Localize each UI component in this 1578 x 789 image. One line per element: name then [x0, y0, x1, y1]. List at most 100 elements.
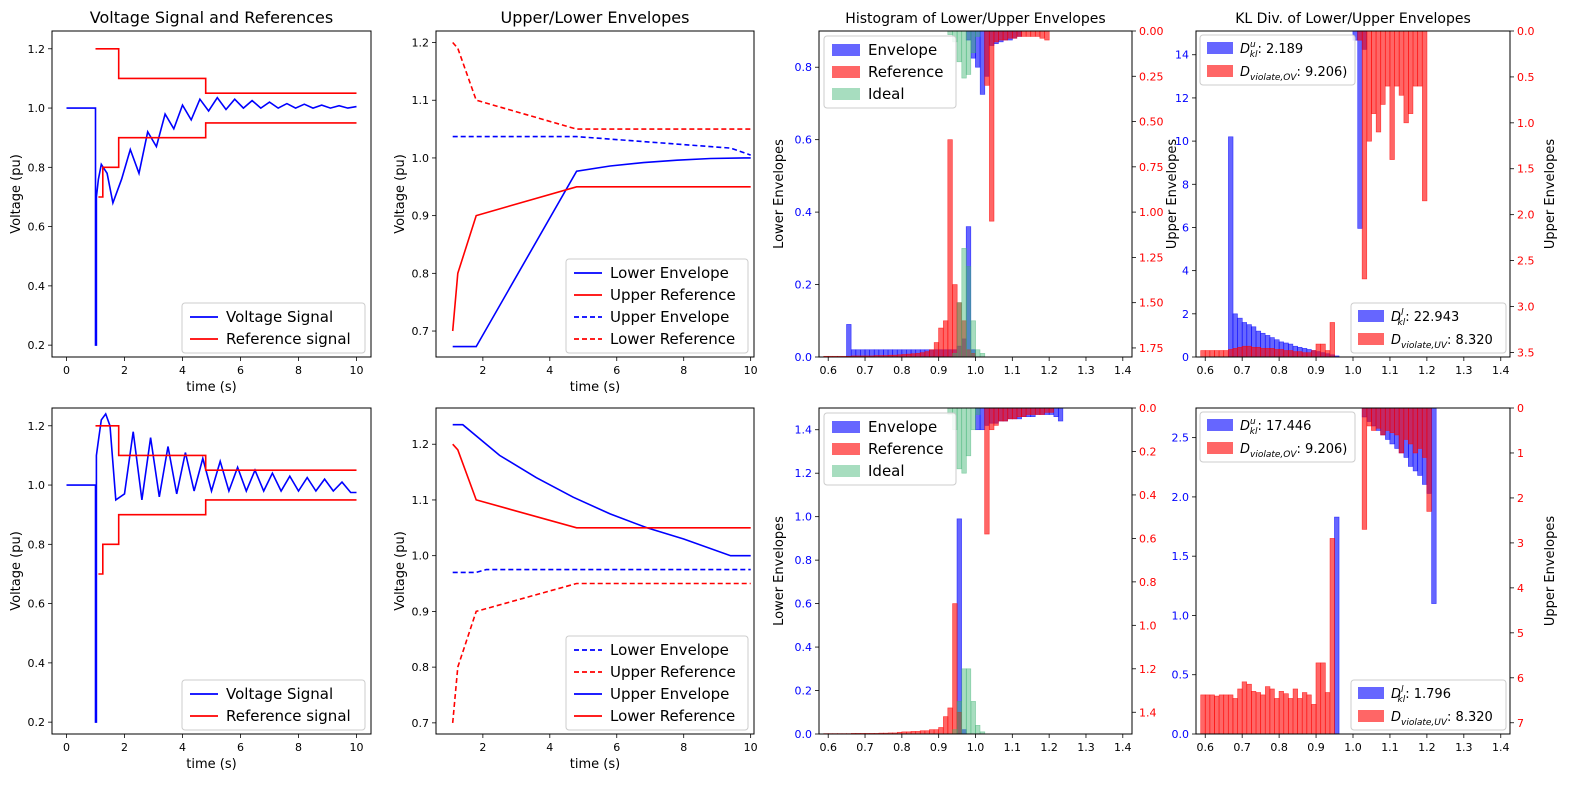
legend-swatch — [1207, 42, 1233, 54]
x-tick-label: 8 — [295, 741, 302, 754]
bar-upper-reference — [1025, 408, 1032, 415]
y-tick-label: 0 — [1182, 351, 1189, 364]
legend-swatch — [832, 88, 860, 100]
y-tick-label: 1.1 — [412, 94, 430, 107]
x-tick-label: 1.3 — [1077, 741, 1095, 754]
x-tick-label: 1.4 — [1492, 741, 1510, 754]
bar-lower-reference — [1246, 345, 1252, 357]
bar-upper-envelope — [979, 408, 986, 431]
series-line-3 — [452, 41, 751, 130]
bar-upper-reference — [1417, 408, 1423, 449]
bar-upper-reference — [1408, 408, 1414, 445]
bar-lower-reference — [1209, 694, 1215, 734]
y-right-tick-label: 3.5 — [1517, 346, 1535, 359]
bar-upper-reference — [1016, 31, 1022, 37]
bar-upper-envelope — [1053, 408, 1059, 417]
legend-label: Lower Reference — [610, 330, 735, 348]
bar-upper-reference — [1385, 408, 1391, 431]
series-line-2 — [452, 423, 751, 557]
bar-lower-reference — [1232, 348, 1238, 357]
bar-upper-ideal — [970, 31, 976, 54]
bar-lower-reference — [1287, 350, 1294, 357]
x-tick-label: 1.1 — [1004, 741, 1022, 754]
bar-upper-reference — [989, 31, 995, 222]
y-right-axis-label: Upper Envelopes — [1165, 139, 1180, 249]
y-tick-label: 0.6 — [795, 598, 813, 611]
bar-upper-reference — [998, 31, 1004, 41]
bar-upper-reference — [1422, 408, 1428, 458]
legend-superscript: l — [1401, 685, 1404, 695]
y-right-tick-label: 1.0 — [1139, 619, 1157, 632]
y-tick-label: 8 — [1182, 178, 1189, 191]
x-tick-label: 0.9 — [1307, 741, 1325, 754]
y-tick-label: 1.1 — [412, 494, 430, 507]
y-right-tick-label: 0.5 — [1517, 71, 1535, 84]
legend-box — [1350, 679, 1507, 731]
legend-symbol: D — [1391, 310, 1401, 325]
bar-lower-reference — [933, 342, 940, 357]
legend-symbol: D — [1240, 65, 1250, 80]
x-tick-label: 4 — [546, 741, 553, 754]
bar-lower-reference — [952, 603, 958, 734]
bar-upper-reference — [1002, 31, 1008, 41]
y-right-tick-label: 2.0 — [1517, 209, 1535, 222]
legend-superscript: u — [1250, 40, 1256, 50]
bar-upper-reference — [993, 408, 999, 426]
bar-lower-reference — [1204, 694, 1211, 734]
axes-frame — [435, 407, 755, 735]
y-right-tick-label: 0.8 — [1139, 576, 1157, 589]
panel-p1: 0 2 4 6 8 10 0.2 0.4 0.6 0.8 1.0 1.2 Voltage Signal … — [9, 8, 372, 395]
bar-lower-reference — [1265, 348, 1271, 357]
series-line-0 — [66, 412, 357, 723]
legend-label: Dviolate,OV: 9.206) — [1240, 65, 1347, 83]
bar-lower-ideal — [975, 725, 981, 734]
y-axis-label: Lower Envelopes — [772, 516, 787, 626]
bar-upper-envelope — [1057, 408, 1064, 422]
plot-area — [1200, 408, 1437, 734]
x-axis-label: time (s) — [570, 380, 620, 395]
x-tick-label: 0 — [63, 741, 70, 754]
x-tick-label: 2 — [479, 364, 486, 377]
x-tick-label: 0.8 — [893, 364, 911, 377]
y-axis-label: Lower Envelopes — [772, 139, 787, 249]
series-line-2 — [452, 135, 751, 156]
y-right-tick-label: 2.5 — [1517, 255, 1535, 268]
x-tick-label: 0.6 — [1196, 364, 1214, 377]
x-tick-label: 4 — [179, 364, 186, 377]
bar-upper-reference — [1412, 408, 1419, 454]
legend-symbol: D — [1391, 687, 1401, 702]
series-line-0 — [66, 96, 357, 346]
bar-lower-reference — [1237, 688, 1243, 734]
x-tick-label: 0.8 — [1270, 364, 1288, 377]
bar-lower-reference — [1237, 346, 1243, 357]
legend-label: Dviolate,UV: 8.320 — [1391, 710, 1493, 728]
y-tick-label: 0.8 — [28, 161, 46, 174]
legend-value: : 22.943 — [1405, 310, 1459, 325]
legend-box — [565, 258, 749, 354]
bar-lower-ideal — [961, 248, 967, 357]
x-tick-label: 0.7 — [1233, 364, 1251, 377]
chart-title: KL Div. of Lower/Upper Envelopes — [1235, 11, 1471, 27]
x-tick-label: 10 — [350, 364, 364, 377]
y-tick-label: 0.2 — [28, 716, 46, 729]
legend-label: Upper Envelope — [610, 308, 729, 326]
axes-frame — [435, 30, 755, 358]
legend-subscript: kl — [1250, 50, 1258, 60]
bar-upper-reference — [1398, 408, 1405, 454]
x-tick-label: 1.4 — [1114, 364, 1132, 377]
bar-lower-reference — [1241, 681, 1248, 734]
y-right-tick-label: 0 — [1517, 402, 1524, 415]
x-tick-label: 1.0 — [1344, 741, 1362, 754]
bar-lower-reference — [1209, 350, 1215, 357]
x-tick-label: 0.7 — [856, 364, 874, 377]
x-tick-label: 0.6 — [1196, 741, 1214, 754]
bar-upper-reference — [1035, 408, 1041, 415]
legend-superscript: l — [1401, 308, 1404, 318]
bar-upper-reference — [1366, 31, 1372, 142]
bar-lower-ideal — [965, 266, 972, 357]
legend-swatch — [1358, 687, 1384, 699]
legend-subscript: violate,OV — [1250, 450, 1297, 460]
x-tick-label: 0.9 — [930, 741, 948, 754]
bar-lower-reference — [924, 351, 930, 357]
bar-upper-envelope — [1431, 408, 1437, 604]
